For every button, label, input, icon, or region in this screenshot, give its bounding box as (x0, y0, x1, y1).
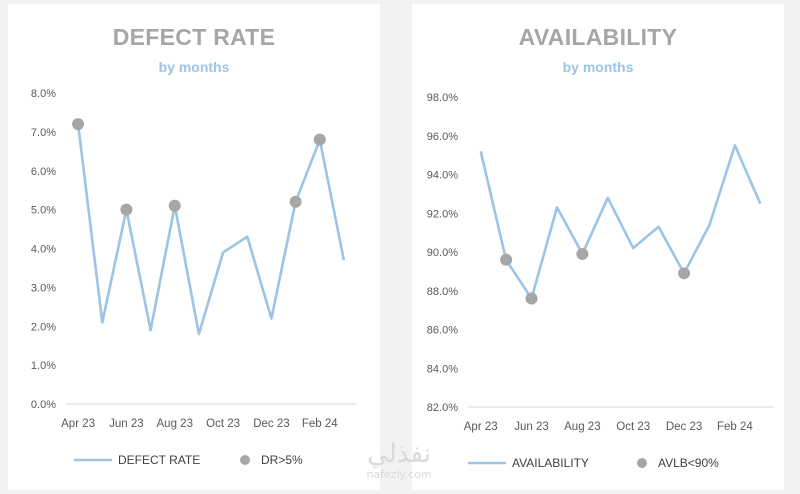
y-tick-label: 88.0% (427, 286, 458, 298)
series-marker (576, 247, 589, 260)
series-marker (678, 267, 691, 280)
series-marker (168, 199, 181, 212)
chart-title: AVAILABILITY (518, 24, 678, 50)
x-tick-label: Oct 23 (206, 418, 240, 430)
series-marker (313, 133, 326, 146)
y-tick-label: 6.0% (31, 166, 56, 178)
watermark-url: nafezly.com (366, 468, 432, 481)
y-tick-label: 5.0% (31, 205, 56, 217)
legend-label: AVAILABILITY (512, 456, 589, 470)
watermark-logo-text: نفذلي (367, 439, 431, 469)
x-tick-label: Jun 23 (514, 421, 549, 433)
defect-rate-chart: 0.0% 1.0% 2.0% 3.0% 4.0% 5.0% 6.0% 7.0% 8.0% Apr … (31, 88, 356, 467)
x-tick-label: Apr 23 (464, 421, 498, 433)
y-tick-label: 7.0% (31, 127, 56, 139)
y-tick-label: 84.0% (427, 363, 458, 375)
y-tick-label: 98.0% (427, 92, 458, 104)
availability-chart-panel: 82.0% 84.0% 86.0% 88.0% 90.0% 92.0% 94.0% 96.0%… (412, 4, 784, 490)
legend-label: AVLB<90% (658, 456, 719, 470)
series-line (479, 144, 762, 300)
y-tick-label: 2.0% (31, 321, 56, 333)
series-marker (289, 195, 302, 208)
x-tick-label: Feb 24 (302, 418, 338, 430)
y-tick-label: 4.0% (31, 244, 56, 256)
y-tick-label: 92.0% (427, 208, 458, 220)
legend-label: DEFECT RATE (118, 453, 200, 467)
x-tick-label: Oct 23 (616, 421, 650, 433)
series-marker (72, 118, 85, 131)
y-tick-label: 94.0% (427, 170, 458, 182)
y-tick-label: 1.0% (31, 360, 56, 372)
x-tick-label: Aug 23 (564, 421, 600, 433)
x-tick-label: Dec 23 (253, 418, 289, 430)
watermark: نفذلي nafezly.com (344, 440, 454, 481)
x-tick-label: Feb 24 (717, 421, 753, 433)
y-tick-label: 82.0% (427, 402, 458, 414)
series-marker (525, 292, 538, 305)
chart-title: DEFECT RATE (112, 24, 276, 50)
chart-subtitle: by months (562, 59, 634, 75)
x-tick-label: Aug 23 (157, 418, 193, 430)
series-marker (120, 203, 133, 216)
legend-label: DR>5% (261, 453, 303, 467)
y-tick-label: 90.0% (427, 247, 458, 259)
y-tick-label: 8.0% (31, 88, 56, 100)
y-tick-label: 0.0% (31, 399, 56, 411)
legend-marker-swatch (637, 458, 647, 468)
defect-rate-chart-panel: 0.0% 1.0% 2.0% 3.0% 4.0% 5.0% 6.0% 7.0% 8.0% Apr … (8, 4, 380, 490)
availability-chart: 82.0% 84.0% 86.0% 88.0% 90.0% 92.0% 94.0% 96.0%… (427, 92, 773, 470)
y-tick-label: 3.0% (31, 282, 56, 294)
chart-subtitle: by months (158, 59, 230, 75)
x-tick-label: Dec 23 (666, 421, 702, 433)
y-tick-label: 96.0% (427, 131, 458, 143)
y-tick-label: 86.0% (427, 325, 458, 337)
x-tick-label: Jun 23 (109, 418, 144, 430)
x-tick-label: Apr 23 (61, 418, 95, 430)
legend-marker-swatch (240, 455, 250, 465)
series-line (76, 123, 346, 336)
series-marker (500, 253, 513, 266)
